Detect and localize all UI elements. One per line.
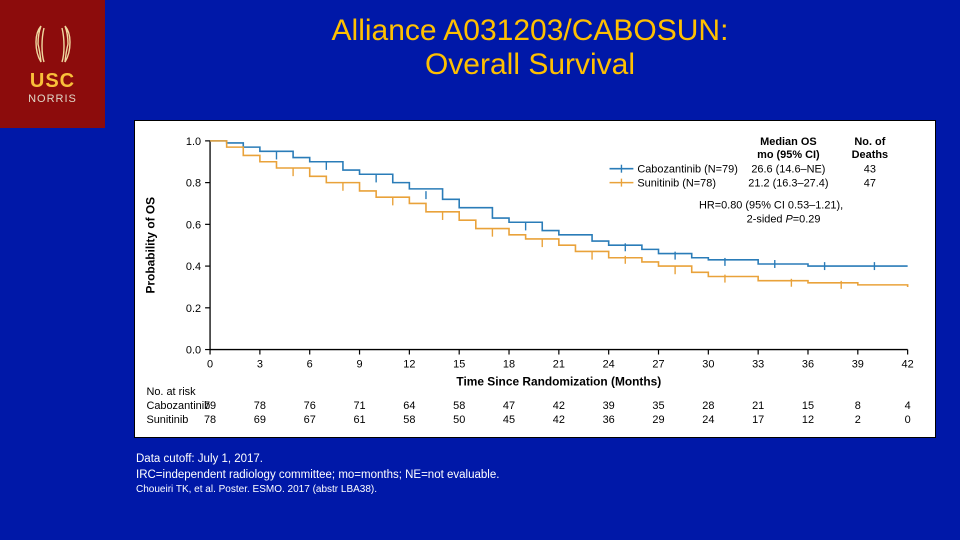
km-chart: 0.00.20.40.60.81.00369121518212427303336… bbox=[134, 120, 936, 438]
svg-text:76: 76 bbox=[304, 400, 316, 412]
svg-text:6: 6 bbox=[307, 358, 313, 370]
svg-text:47: 47 bbox=[864, 178, 876, 190]
footnotes: Data cutoff: July 1, 2017. IRC=independe… bbox=[136, 452, 499, 497]
svg-text:No. at risk: No. at risk bbox=[146, 386, 196, 398]
svg-text:21.2 (16.3–27.4): 21.2 (16.3–27.4) bbox=[748, 178, 828, 190]
svg-text:8: 8 bbox=[855, 400, 861, 412]
svg-text:0: 0 bbox=[207, 358, 213, 370]
svg-text:42: 42 bbox=[553, 414, 565, 426]
svg-text:Sunitinib (N=78): Sunitinib (N=78) bbox=[637, 178, 716, 190]
svg-text:39: 39 bbox=[603, 400, 615, 412]
svg-text:Time Since Randomization (Mont: Time Since Randomization (Months) bbox=[456, 374, 661, 388]
usc-hands-icon bbox=[27, 24, 79, 66]
svg-text:Probability of OS: Probability of OS bbox=[143, 197, 157, 294]
svg-text:0.0: 0.0 bbox=[186, 345, 201, 357]
svg-text:9: 9 bbox=[357, 358, 363, 370]
svg-text:21: 21 bbox=[553, 358, 565, 370]
svg-text:58: 58 bbox=[403, 414, 415, 426]
svg-text:Deaths: Deaths bbox=[852, 149, 888, 161]
svg-text:HR=0.80 (95% CI 0.53–1.21),: HR=0.80 (95% CI 0.53–1.21), bbox=[699, 199, 843, 211]
svg-text:33: 33 bbox=[752, 358, 764, 370]
svg-text:39: 39 bbox=[852, 358, 864, 370]
title-line1: Alliance A031203/CABOSUN: bbox=[332, 14, 729, 47]
svg-text:24: 24 bbox=[603, 358, 615, 370]
svg-text:50: 50 bbox=[453, 414, 465, 426]
svg-text:30: 30 bbox=[702, 358, 714, 370]
footnote-3: Choueiri TK, et al. Poster. ESMO. 2017 (… bbox=[136, 483, 499, 497]
svg-text:67: 67 bbox=[304, 414, 316, 426]
svg-text:79: 79 bbox=[204, 400, 216, 412]
svg-text:17: 17 bbox=[752, 414, 764, 426]
svg-text:69: 69 bbox=[254, 414, 266, 426]
svg-text:Sunitinib: Sunitinib bbox=[146, 414, 188, 426]
svg-text:Cabozantinib: Cabozantinib bbox=[146, 400, 210, 412]
logo-text-usc: USC bbox=[30, 70, 75, 93]
svg-text:15: 15 bbox=[453, 358, 465, 370]
svg-text:78: 78 bbox=[254, 400, 266, 412]
svg-text:0.4: 0.4 bbox=[186, 261, 201, 273]
svg-text:36: 36 bbox=[603, 414, 615, 426]
svg-text:24: 24 bbox=[702, 414, 714, 426]
logo-panel: USC NORRIS bbox=[0, 0, 105, 128]
svg-text:64: 64 bbox=[403, 400, 415, 412]
svg-text:0: 0 bbox=[905, 414, 911, 426]
svg-text:61: 61 bbox=[353, 414, 365, 426]
svg-text:2: 2 bbox=[855, 414, 861, 426]
chart-svg: 0.00.20.40.60.81.00369121518212427303336… bbox=[135, 121, 935, 437]
svg-text:42: 42 bbox=[553, 400, 565, 412]
svg-text:0.6: 0.6 bbox=[186, 219, 201, 231]
footnote-1: Data cutoff: July 1, 2017. bbox=[136, 452, 499, 468]
svg-text:mo (95% CI): mo (95% CI) bbox=[757, 149, 820, 161]
svg-text:15: 15 bbox=[802, 400, 814, 412]
logo-text-norris: NORRIS bbox=[28, 93, 77, 105]
svg-text:Median OS: Median OS bbox=[760, 136, 816, 148]
svg-text:36: 36 bbox=[802, 358, 814, 370]
svg-text:47: 47 bbox=[503, 400, 515, 412]
svg-text:28: 28 bbox=[702, 400, 714, 412]
svg-text:12: 12 bbox=[802, 414, 814, 426]
svg-text:4: 4 bbox=[905, 400, 911, 412]
svg-text:45: 45 bbox=[503, 414, 515, 426]
svg-text:21: 21 bbox=[752, 400, 764, 412]
svg-text:2-sided P=0.29: 2-sided P=0.29 bbox=[747, 213, 821, 225]
svg-text:1.0: 1.0 bbox=[186, 136, 201, 148]
svg-text:3: 3 bbox=[257, 358, 263, 370]
svg-text:71: 71 bbox=[353, 400, 365, 412]
svg-text:42: 42 bbox=[902, 358, 914, 370]
svg-text:29: 29 bbox=[652, 414, 664, 426]
svg-text:No. of: No. of bbox=[854, 136, 885, 148]
svg-text:35: 35 bbox=[652, 400, 664, 412]
svg-text:58: 58 bbox=[453, 400, 465, 412]
title-line2: Overall Survival bbox=[425, 48, 635, 81]
svg-text:Cabozantinib (N=79): Cabozantinib (N=79) bbox=[637, 164, 737, 176]
svg-text:27: 27 bbox=[652, 358, 664, 370]
svg-text:0.2: 0.2 bbox=[186, 303, 201, 315]
svg-text:78: 78 bbox=[204, 414, 216, 426]
svg-text:12: 12 bbox=[403, 358, 415, 370]
svg-text:26.6 (14.6–NE): 26.6 (14.6–NE) bbox=[751, 164, 825, 176]
svg-text:0.8: 0.8 bbox=[186, 178, 201, 190]
slide-title: Alliance A031203/CABOSUN: Overall Surviv… bbox=[180, 14, 880, 81]
svg-text:18: 18 bbox=[503, 358, 515, 370]
footnote-2: IRC=independent radiology committee; mo=… bbox=[136, 468, 499, 484]
svg-text:43: 43 bbox=[864, 164, 876, 176]
